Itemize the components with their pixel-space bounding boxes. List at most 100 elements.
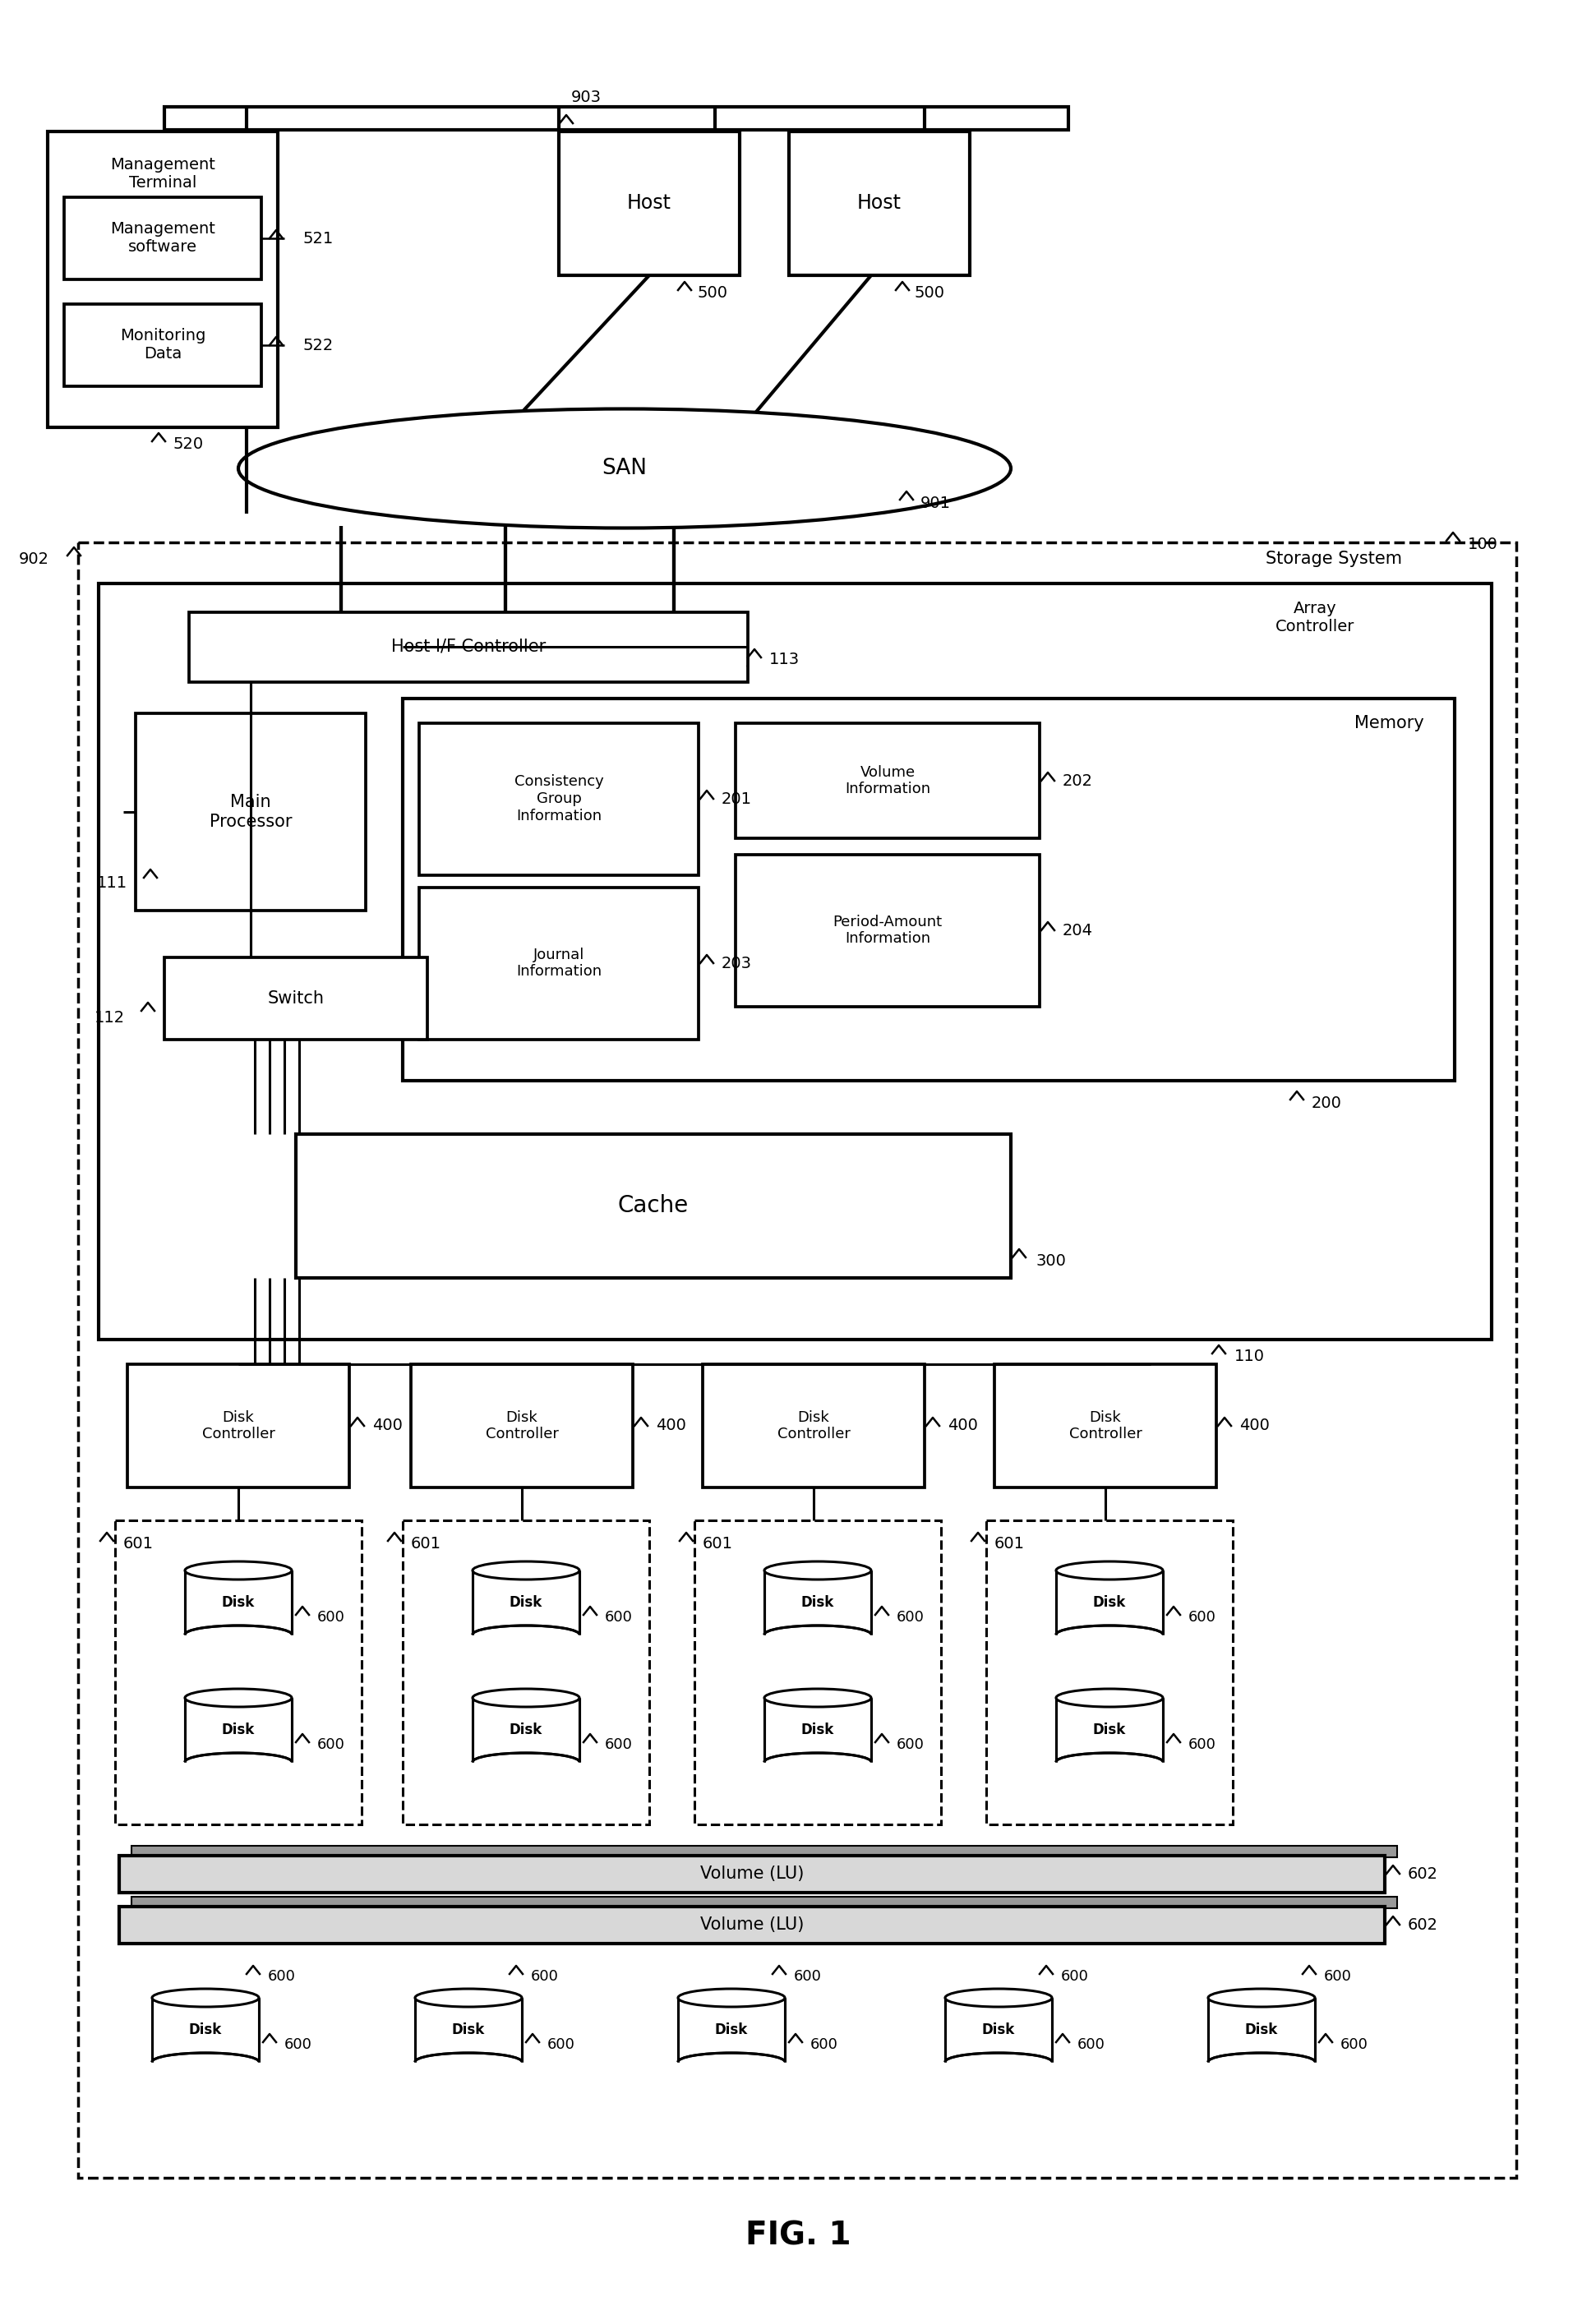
Bar [994,1365,1216,1487]
Text: Monitoring
Data: Monitoring Data [120,327,206,362]
Text: Host: Host [857,194,902,212]
Bar [64,198,262,279]
Ellipse shape [764,1688,871,1706]
Bar [402,699,1454,1082]
Text: 600: 600 [605,1736,632,1753]
Text: 201: 201 [721,791,752,807]
Text: Disk: Disk [982,2022,1015,2036]
Text: 601: 601 [123,1536,153,1552]
Ellipse shape [472,1561,579,1580]
Text: Disk
Controller: Disk Controller [201,1409,275,1441]
Text: SAN: SAN [602,459,648,480]
Text: Disk: Disk [509,1723,543,1736]
Text: 600: 600 [1077,2036,1106,2052]
Text: 200: 200 [1312,1095,1342,1111]
Ellipse shape [185,1688,292,1706]
Text: Disk
Controller: Disk Controller [485,1409,559,1441]
Ellipse shape [1057,1561,1163,1580]
Text: 600: 600 [1341,2036,1368,2052]
Ellipse shape [1208,1988,1315,2006]
Bar [415,1997,522,2062]
Bar [131,1845,1396,1856]
Text: 600: 600 [811,2036,838,2052]
Text: Disk: Disk [222,1596,255,1610]
Text: Main
Processor: Main Processor [209,793,292,830]
Ellipse shape [1057,1688,1163,1706]
Text: Disk: Disk [1245,2022,1278,2036]
Text: 112: 112 [94,1010,124,1026]
Text: 500: 500 [697,286,728,302]
Bar [945,1997,1052,2062]
Text: 600: 600 [531,1969,559,1983]
Bar [736,856,1039,1008]
Text: Volume
Information: Volume Information [844,766,930,796]
Ellipse shape [472,1688,579,1706]
Bar [559,131,739,274]
Text: Disk
Controller: Disk Controller [777,1409,851,1441]
Text: Disk: Disk [452,2022,485,2036]
Bar [472,1570,579,1635]
Text: FIG. 1: FIG. 1 [745,2221,851,2251]
Text: 300: 300 [1036,1254,1066,1268]
Text: Disk: Disk [509,1596,543,1610]
Text: 204: 204 [1063,922,1093,939]
Text: 522: 522 [302,337,334,353]
Text: Volume (LU): Volume (LU) [701,1866,804,1882]
Text: 100: 100 [1468,537,1499,551]
Bar [678,1997,785,2062]
Text: Volume (LU): Volume (LU) [701,1916,804,1932]
Bar [420,888,699,1040]
Bar [736,724,1039,839]
Text: Memory: Memory [1353,715,1424,731]
Text: 600: 600 [1189,1610,1216,1626]
Text: 602: 602 [1408,1866,1438,1882]
Bar [120,1907,1385,1944]
Ellipse shape [152,1988,259,2006]
Bar [702,1365,924,1487]
Ellipse shape [185,1561,292,1580]
Text: 520: 520 [172,436,203,452]
Bar [185,1570,292,1635]
Bar [1208,1997,1315,2062]
Text: 600: 600 [605,1610,632,1626]
Ellipse shape [764,1561,871,1580]
Ellipse shape [678,1988,785,2006]
Text: Disk: Disk [715,2022,749,2036]
Text: Switch: Switch [268,989,324,1008]
Bar [120,1856,1385,1893]
Bar [131,1898,1396,1909]
Text: 902: 902 [19,551,49,567]
Text: Disk: Disk [188,2022,222,2036]
Text: Host: Host [627,194,672,212]
Bar [136,713,365,911]
Text: 400: 400 [372,1418,402,1434]
Text: Disk: Disk [801,1723,835,1736]
Bar [986,1520,1232,1824]
Text: Disk
Controller: Disk Controller [1069,1409,1141,1441]
Text: 400: 400 [1240,1418,1270,1434]
Bar [764,1570,871,1635]
Text: 113: 113 [769,653,800,669]
Text: Host I/F Controller: Host I/F Controller [391,639,546,655]
Bar [295,1135,1010,1278]
Text: 602: 602 [1408,1916,1438,1932]
Text: 600: 600 [1189,1736,1216,1753]
Bar [48,131,278,427]
Bar [764,1697,871,1762]
Text: 901: 901 [921,496,951,510]
Text: Array
Controller: Array Controller [1275,602,1355,634]
Text: 111: 111 [97,876,128,890]
Text: 110: 110 [1234,1349,1264,1363]
Text: Disk: Disk [1093,1723,1127,1736]
Text: 601: 601 [702,1536,733,1552]
Text: 202: 202 [1063,773,1093,789]
Text: 600: 600 [1325,1969,1352,1983]
Text: 600: 600 [1061,1969,1088,1983]
Bar [420,724,699,876]
Text: Disk: Disk [801,1596,835,1610]
Bar [164,106,1068,129]
Text: 203: 203 [721,955,752,971]
Text: 600: 600 [318,1736,345,1753]
Text: Storage System: Storage System [1266,551,1401,567]
Text: 903: 903 [571,90,602,104]
